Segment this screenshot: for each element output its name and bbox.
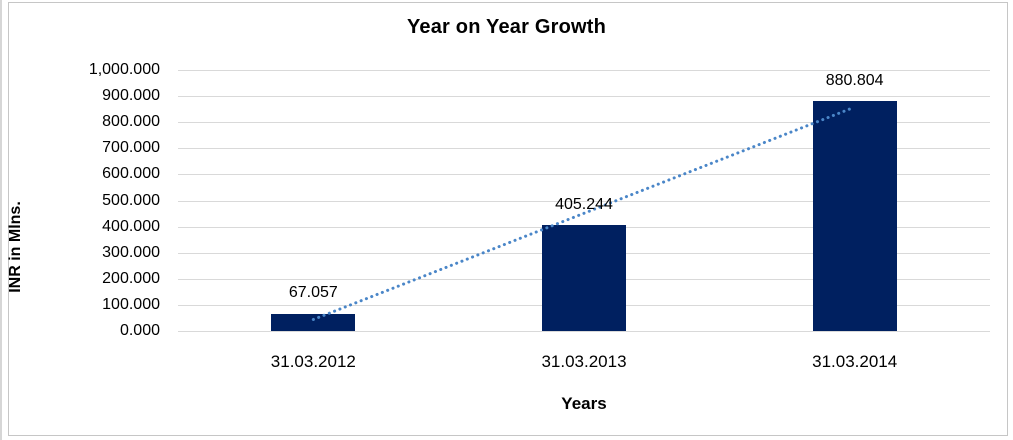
bar-31.03.2012 [271, 313, 356, 331]
y-tick-label: 200.000 [102, 269, 160, 287]
y-tick-label: 900.000 [102, 87, 160, 105]
chart-title: Year on Year Growth [406, 16, 607, 38]
x-axis-title: Years [561, 394, 607, 413]
y-axis-tick-labels: 1,000.000 900.000 800.000 700.000 600.000 500… [0, 0, 160, 440]
y-tick-label: 100.000 [102, 295, 160, 313]
y-tick-label: 300.000 [102, 243, 160, 261]
y-tick-label: 400.000 [102, 217, 160, 235]
bar-31.03.2013 [542, 225, 626, 331]
y-tick-label: 700.000 [102, 139, 160, 157]
bar-data-label: 880.804 [825, 72, 884, 90]
y-tick-label: 500.000 [102, 191, 160, 209]
x-category-label: 31.03.2014 [812, 352, 898, 371]
gridline [178, 70, 990, 71]
y-tick-label: 800.000 [102, 113, 160, 131]
y-tick-label: 0.000 [119, 322, 160, 339]
bar-31.03.2014 [812, 101, 897, 331]
gridline [178, 96, 990, 98]
y-tick-label: 600.000 [102, 165, 160, 183]
bar-data-label: 67.057 [288, 284, 338, 302]
x-category-label: 31.03.2013 [541, 352, 627, 371]
y-tick-label: 1,000.000 [88, 61, 160, 78]
gridline [178, 331, 990, 332]
bar-data-label: 405.244 [555, 196, 613, 214]
page-left-edge-line [0, 0, 2, 440]
x-category-label: 31.03.2012 [270, 352, 356, 371]
